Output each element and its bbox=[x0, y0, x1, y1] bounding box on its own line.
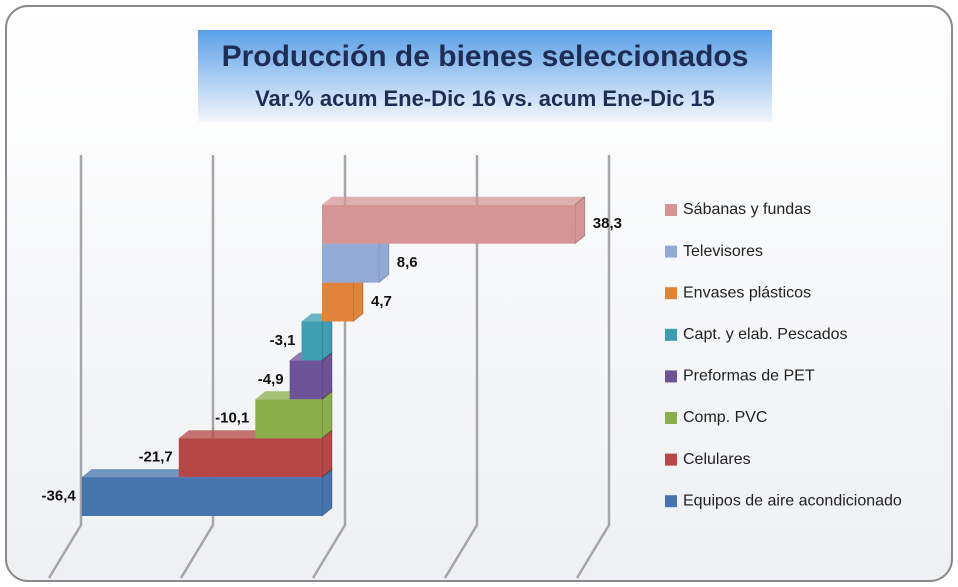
legend-label: Televisores bbox=[683, 243, 763, 260]
legend-swatch bbox=[665, 453, 677, 466]
data-label: -21,7 bbox=[139, 449, 173, 466]
legend-label: Capt. y elab. Pescados bbox=[683, 326, 848, 343]
legend-label: Comp. PVC bbox=[683, 409, 767, 426]
bar-side bbox=[574, 195, 586, 245]
legend-swatch bbox=[665, 412, 677, 424]
legend-label: Equipos de aire acondicionado bbox=[683, 492, 902, 509]
legend-swatch bbox=[665, 495, 677, 508]
bar bbox=[255, 399, 322, 439]
bar bbox=[81, 477, 322, 516]
legend-label: Preformas de PET bbox=[683, 368, 815, 385]
bar bbox=[322, 282, 354, 322]
bar-top bbox=[322, 196, 585, 205]
bar bbox=[289, 360, 322, 400]
bar bbox=[178, 438, 322, 478]
legend-swatch bbox=[665, 287, 677, 300]
chart-title: Producción de bienes seleccionados bbox=[222, 40, 749, 73]
data-label: 38,3 bbox=[593, 215, 622, 232]
legend-label: Envases plásticos bbox=[683, 284, 811, 301]
legend-label: Sábanas y fundas bbox=[683, 201, 811, 218]
data-label: -3,1 bbox=[270, 332, 296, 349]
legend-swatch bbox=[665, 328, 677, 341]
legend-swatch bbox=[665, 245, 677, 258]
bar bbox=[322, 243, 379, 283]
data-label: -4,9 bbox=[258, 371, 284, 388]
data-label: -36,4 bbox=[42, 488, 77, 505]
legend-swatch bbox=[665, 370, 677, 383]
grid-line bbox=[575, 155, 611, 579]
chart-subtitle: Var.% acum Ene-Dic 16 vs. acum Ene-Dic 1… bbox=[255, 86, 715, 111]
legend-label: Celulares bbox=[683, 451, 751, 468]
grid-line bbox=[179, 155, 215, 579]
grid-line bbox=[443, 155, 479, 579]
data-label: -10,1 bbox=[215, 410, 249, 427]
grid-line bbox=[47, 155, 83, 579]
bar bbox=[322, 204, 575, 244]
data-label: 4,7 bbox=[371, 293, 392, 310]
bar bbox=[301, 321, 322, 361]
data-label: 8,6 bbox=[397, 254, 418, 271]
title-box bbox=[198, 30, 772, 122]
legend-swatch bbox=[665, 204, 677, 216]
